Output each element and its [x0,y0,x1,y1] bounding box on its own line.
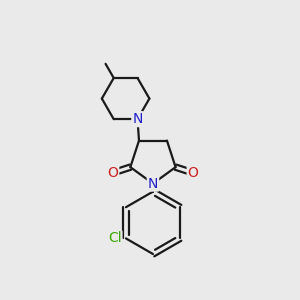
Text: N: N [132,112,143,126]
Text: O: O [107,166,118,180]
Text: N: N [148,177,158,190]
Text: Cl: Cl [108,231,122,245]
Text: O: O [188,166,199,180]
